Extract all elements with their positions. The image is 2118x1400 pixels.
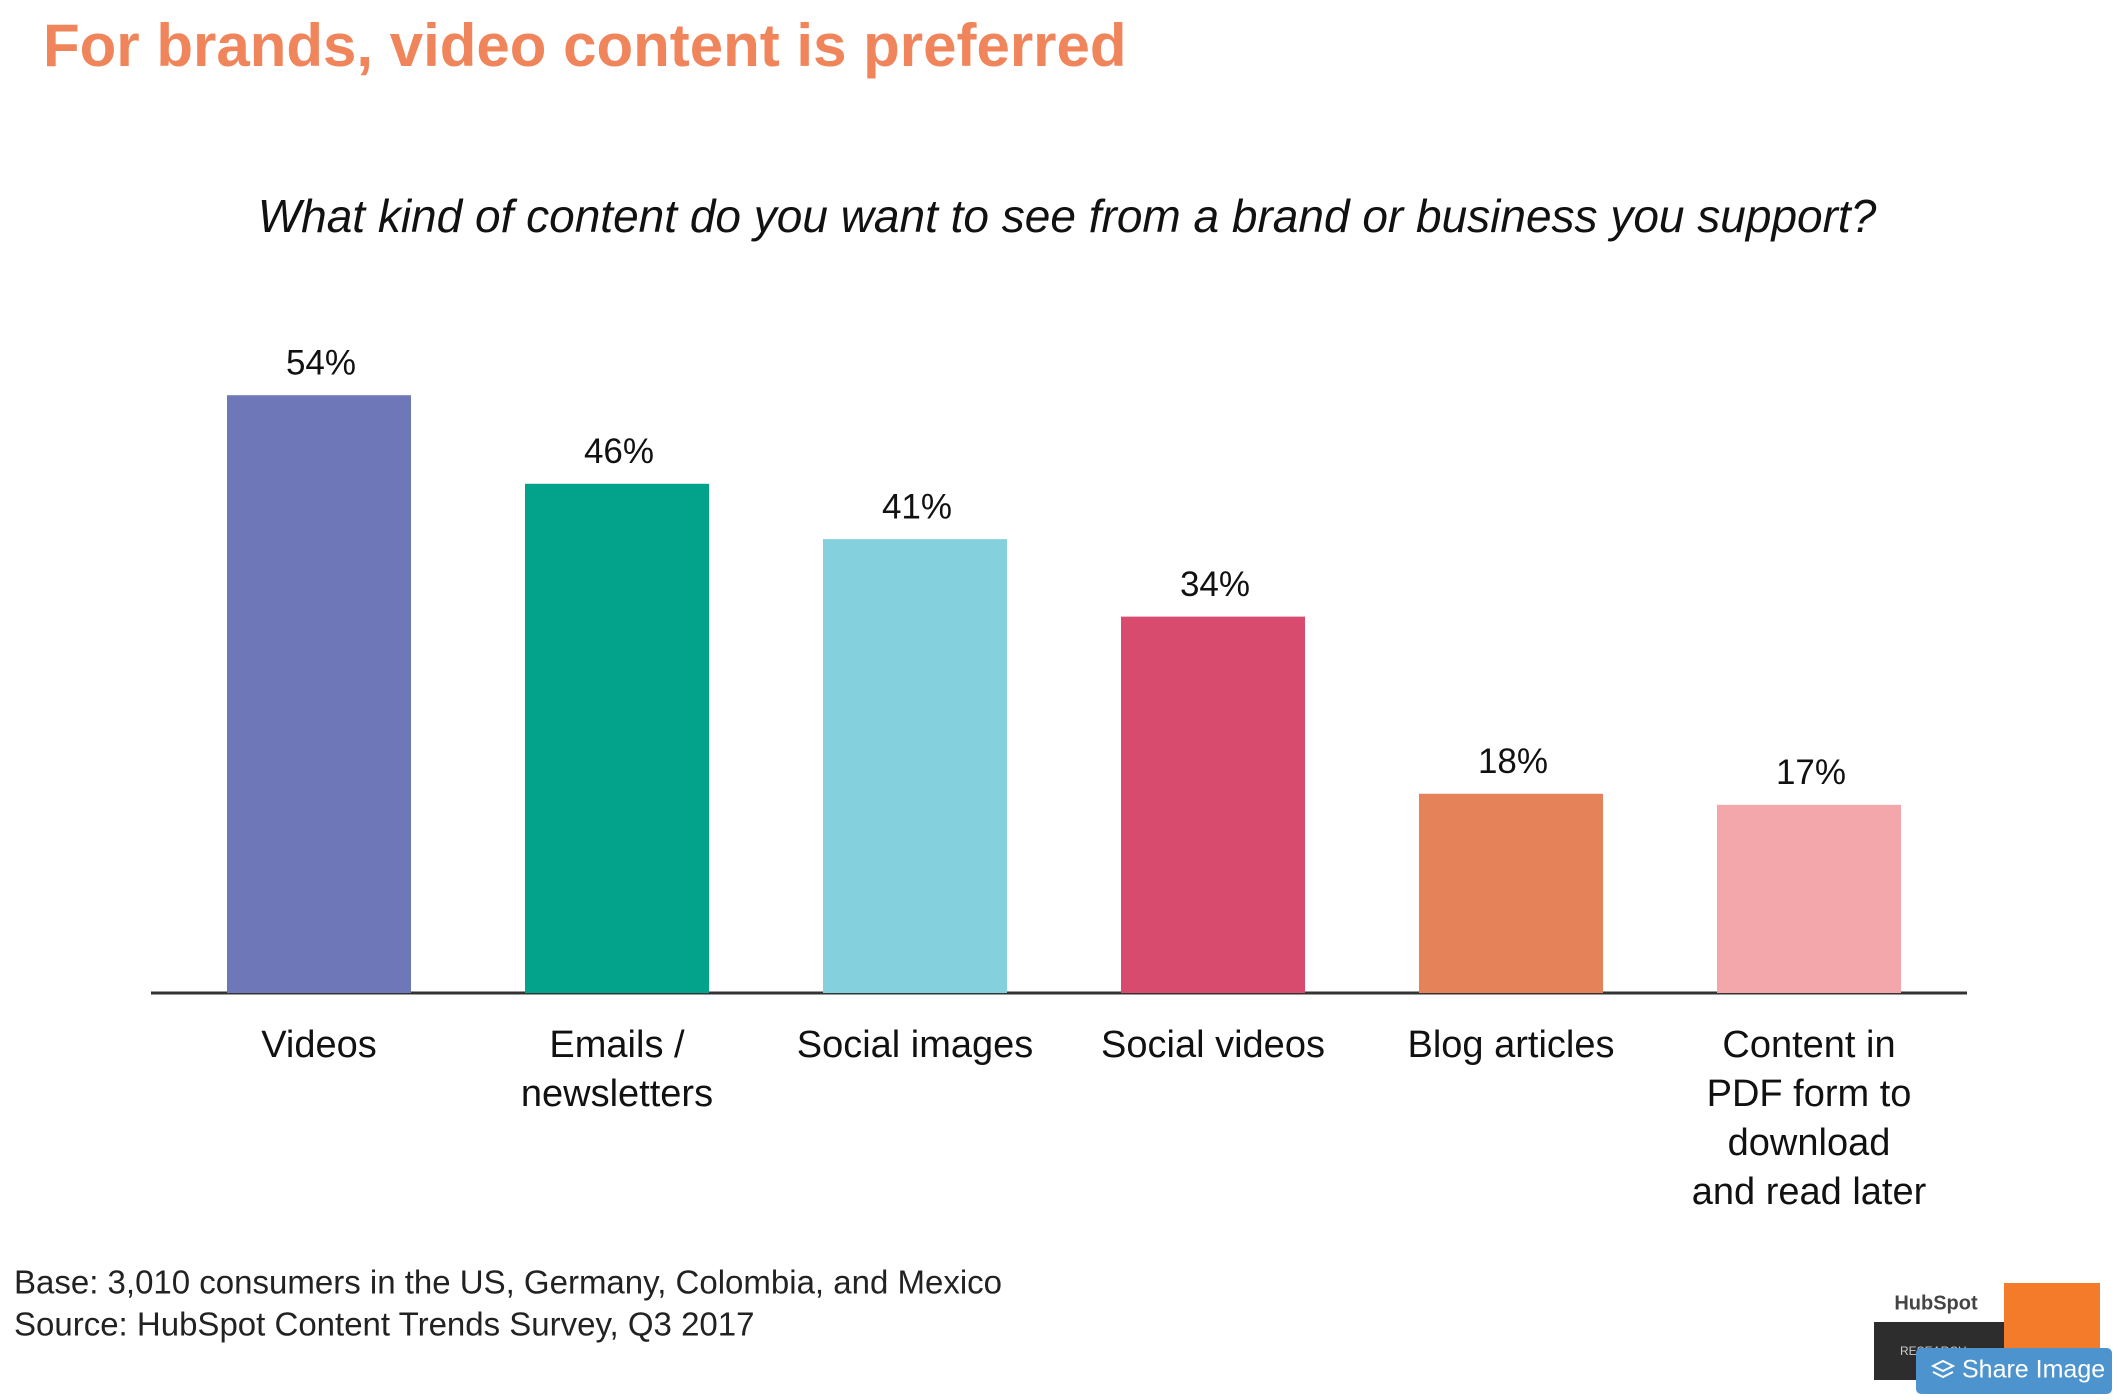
x-tick-label: Content in PDF form to download and read la… [1692,1024,1927,1213]
footnote: Source: HubSpot Content Trends Survey, Q… [14,1306,755,1343]
value-label: 46% [584,432,654,471]
x-tick-label: Videos [261,1024,377,1066]
share-button-label[interactable]: Share Image [1962,1356,2105,1384]
x-tick-label: Blog articles [1408,1024,1615,1066]
share-button[interactable]: Share Image [1916,1348,2112,1394]
value-label: 18% [1478,742,1548,781]
value-label: 34% [1180,565,1250,604]
x-tick-label: Emails / newsletters [521,1024,713,1115]
share-icon [1930,1359,1956,1379]
bar [1121,616,1305,993]
bar [525,483,709,993]
bar [823,539,1007,993]
logo-text: HubSpot [1894,1292,1978,1314]
value-label: 54% [286,343,356,382]
share-button-bg[interactable] [1916,1348,2112,1394]
bar [1419,793,1603,993]
value-label: 17% [1776,753,1846,792]
value-label: 41% [882,487,952,526]
bar [1717,804,1901,993]
x-tick-label: Social videos [1101,1024,1325,1066]
bar [227,395,411,994]
chart-title: For brands, video content is preferred [43,12,1127,79]
x-tick-label: Social images [797,1024,1034,1066]
footnote: Base: 3,010 consumers in the US, Germany… [14,1264,1002,1301]
chart-subtitle: What kind of content do you want to see … [258,190,1877,242]
